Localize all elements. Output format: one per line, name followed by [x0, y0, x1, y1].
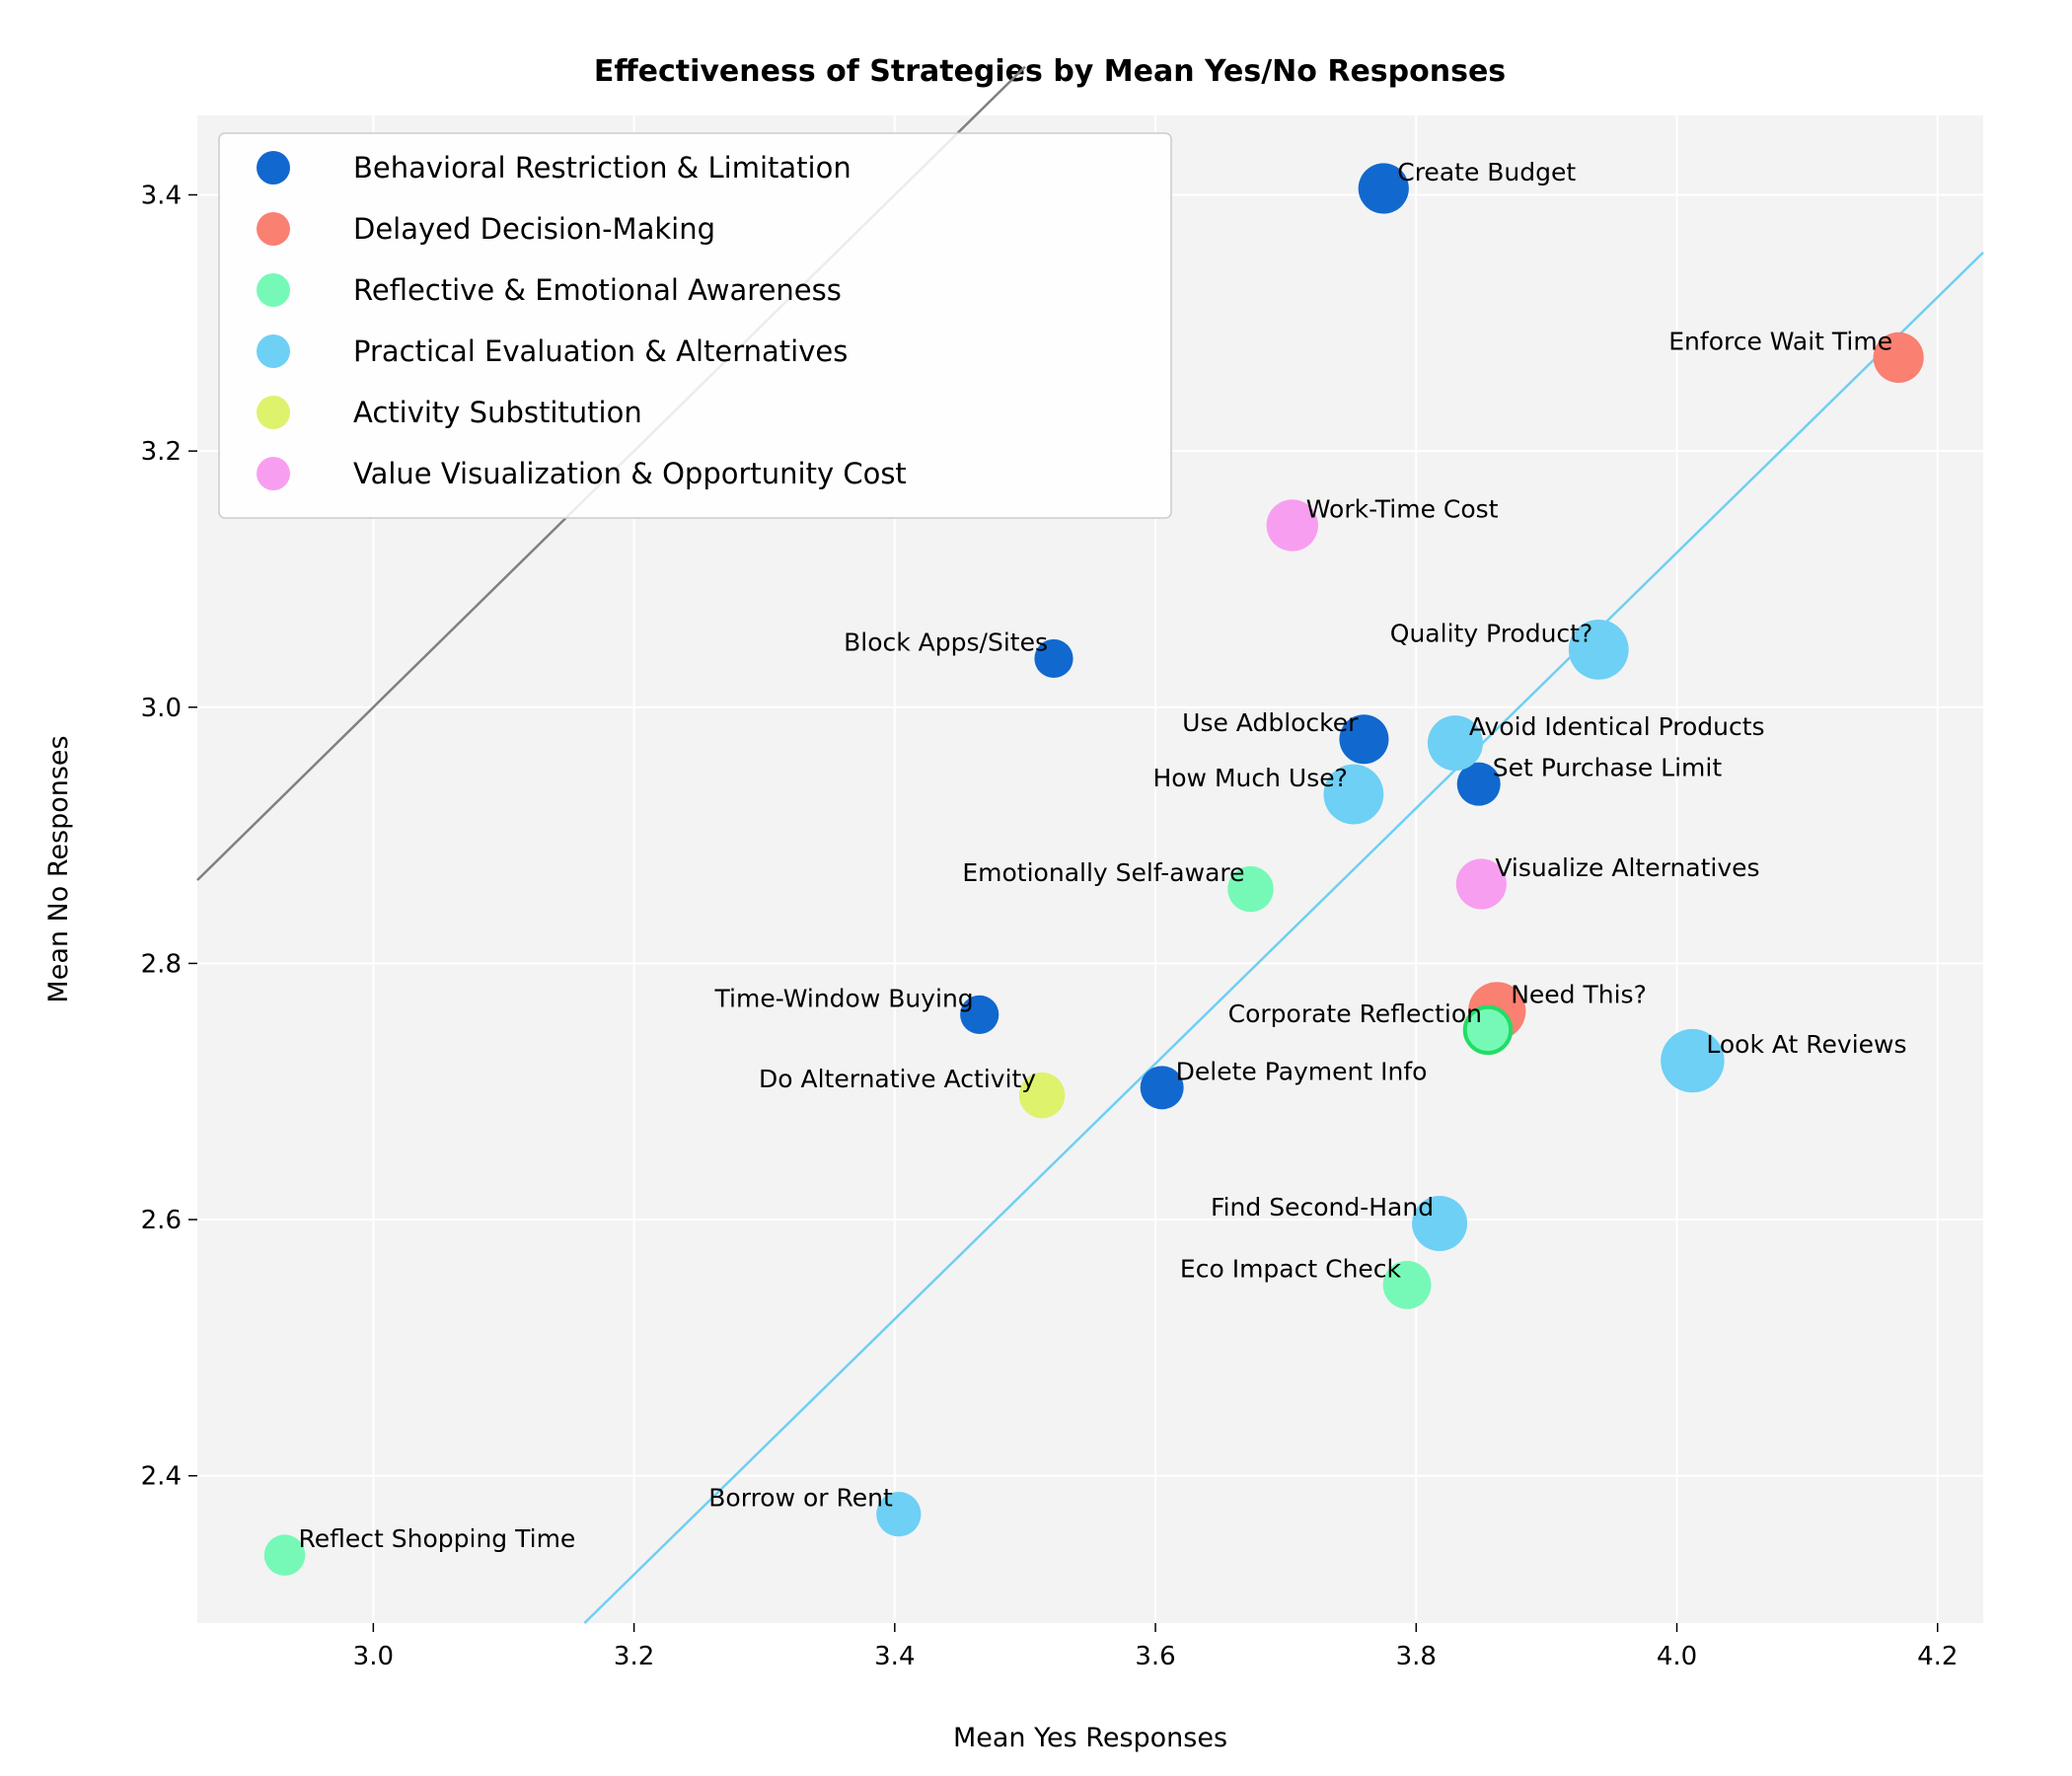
data-point: [876, 1492, 922, 1537]
data-point: [1227, 865, 1274, 913]
legend-marker: [257, 151, 290, 185]
point-label: Time-Window Buying: [714, 984, 974, 1012]
legend-marker: [257, 396, 290, 429]
data-point: [1339, 714, 1389, 765]
y-tick-label: 2.4: [141, 1462, 182, 1492]
point-label: Eco Impact Check: [1180, 1254, 1402, 1283]
point-label: Find Second-Hand: [1211, 1193, 1434, 1221]
legend-marker: [257, 334, 290, 368]
point-label: Use Adblocker: [1182, 708, 1359, 737]
legend-label: Delayed Decision-Making: [353, 212, 715, 246]
x-axis-label: Mean Yes Responses: [953, 1723, 1227, 1753]
point-label: Block Apps/Sites: [844, 628, 1048, 656]
y-tick-label: 3.4: [141, 181, 182, 210]
data-points: [263, 163, 1924, 1576]
data-point: [1266, 499, 1318, 552]
y-tick-label: 3.2: [141, 437, 182, 467]
legend-marker: [257, 457, 290, 490]
reference-line: [583, 252, 1984, 1624]
point-label: Reflect Shopping Time: [299, 1524, 576, 1553]
point-label: Set Purchase Limit: [1493, 754, 1723, 782]
data-point: [1873, 332, 1924, 383]
x-tick-label: 3.0: [353, 1642, 394, 1671]
point-label: Do Alternative Activity: [759, 1065, 1036, 1093]
x-tick-label: 4.0: [1657, 1642, 1697, 1671]
point-label: Corporate Reflection: [1228, 999, 1482, 1028]
x-tick-label: 3.6: [1135, 1642, 1175, 1671]
data-point: [1456, 762, 1501, 806]
point-label: Delete Payment Info: [1176, 1057, 1428, 1085]
legend-label: Value Visualization & Opportunity Cost: [353, 457, 907, 490]
data-point: [1323, 764, 1384, 825]
legend: Behavioral Restriction & Limitation Delay…: [218, 132, 1172, 519]
data-point: [263, 1534, 306, 1576]
data-point: [1661, 1028, 1725, 1093]
data-point: [1382, 1260, 1432, 1309]
point-labels: Create Budget Block Apps/Sites Use Adblock…: [299, 158, 1907, 1553]
data-point: [1412, 1195, 1468, 1251]
y-tick-label: 2.8: [141, 949, 182, 979]
point-label: Need This?: [1511, 980, 1647, 1008]
x-tick-label: 4.2: [1917, 1642, 1958, 1671]
x-ticks: 3.0 3.2 3.4 3.6 3.8 4.0 4.2: [353, 1623, 1958, 1671]
legend-box: [218, 132, 1172, 519]
legend-marker: [257, 273, 290, 307]
data-point: [1455, 858, 1507, 910]
point-label: Visualize Alternatives: [1495, 853, 1759, 882]
y-tick-label: 2.6: [141, 1206, 182, 1235]
legend-marker: [257, 212, 290, 246]
y-axis-label: Mean No Responses: [43, 735, 74, 1002]
x-tick-label: 3.2: [614, 1642, 654, 1671]
point-label: Quality Product?: [1390, 619, 1592, 647]
point-label: Create Budget: [1397, 158, 1576, 186]
point-label: Enforce Wait Time: [1668, 327, 1892, 355]
chart-title: Effectiveness of Strategies by Mean Yes/…: [594, 54, 1506, 89]
x-tick-label: 3.4: [874, 1642, 915, 1671]
data-point: [1462, 1004, 1514, 1056]
data-point: [1034, 638, 1073, 679]
y-tick-label: 3.0: [141, 694, 182, 723]
data-point: [1140, 1066, 1184, 1110]
data-point: [1568, 619, 1629, 680]
legend-label: Practical Evaluation & Alternatives: [353, 334, 848, 368]
data-point: [960, 995, 999, 1034]
y-ticks: 2.4 2.6 2.8 3.0 3.2 3.4: [141, 181, 197, 1492]
data-point: [1358, 163, 1409, 214]
x-tick-label: 3.8: [1396, 1642, 1437, 1671]
point-label: Work-Time Cost: [1306, 494, 1499, 523]
data-point: [1427, 715, 1483, 772]
legend-label: Activity Substitution: [353, 396, 642, 429]
point-label: Look At Reviews: [1706, 1030, 1906, 1059]
legend-label: Behavioral Restriction & Limitation: [353, 151, 851, 185]
data-point: [1018, 1072, 1066, 1119]
point-label: Borrow or Rent: [708, 1484, 893, 1513]
point-label: Avoid Identical Products: [1469, 712, 1765, 741]
legend-label: Reflective & Emotional Awareness: [353, 273, 842, 307]
point-label: How Much Use?: [1152, 764, 1347, 792]
point-label: Emotionally Self-aware: [962, 858, 1244, 887]
